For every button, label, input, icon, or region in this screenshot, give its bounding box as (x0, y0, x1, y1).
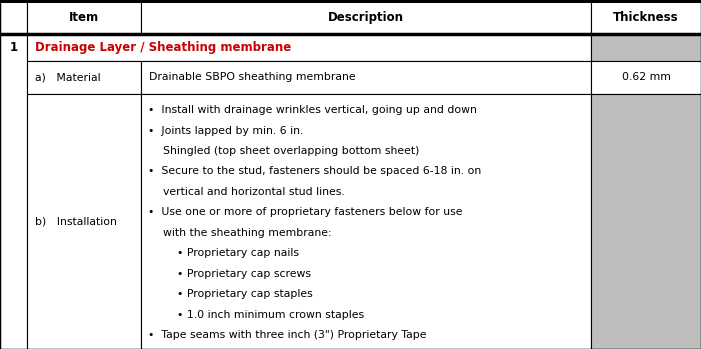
Bar (591, 61, 701, 94)
Text: • 1.0 inch minimum crown staples: • 1.0 inch minimum crown staples (177, 310, 365, 320)
Bar (27, 61, 141, 94)
Text: 1: 1 (9, 41, 18, 54)
Text: 0.62 mm: 0.62 mm (622, 73, 670, 82)
Text: Thickness: Thickness (613, 10, 679, 24)
Text: • Proprietary cap nails: • Proprietary cap nails (177, 248, 299, 258)
Text: • Proprietary cap staples: • Proprietary cap staples (177, 289, 313, 299)
Text: vertical and horizontal stud lines.: vertical and horizontal stud lines. (163, 187, 345, 197)
Bar (591, 34, 701, 61)
Text: Shingled (top sheet overlapping bottom sheet): Shingled (top sheet overlapping bottom s… (163, 146, 420, 156)
Bar (141, 61, 591, 94)
Text: a)   Material: a) Material (35, 73, 101, 82)
Text: with the sheathing membrane:: with the sheathing membrane: (163, 228, 332, 238)
Text: Drainable SBPO sheathing membrane: Drainable SBPO sheathing membrane (149, 73, 356, 82)
Bar (141, 0, 591, 34)
Text: •  Tape seams with three inch (3") Proprietary Tape: • Tape seams with three inch (3") Propri… (148, 330, 426, 340)
Bar (27, 94, 141, 349)
Bar (0, 0, 27, 34)
Text: b)   Installation: b) Installation (35, 216, 117, 226)
Text: Description: Description (328, 10, 404, 24)
Bar (0, 34, 27, 349)
Text: Item: Item (69, 10, 99, 24)
Text: •  Secure to the stud, fasteners should be spaced 6-18 in. on: • Secure to the stud, fasteners should b… (148, 166, 481, 177)
Bar (141, 94, 591, 349)
Text: • Proprietary cap screws: • Proprietary cap screws (177, 269, 311, 279)
Text: •  Use one or more of proprietary fasteners below for use: • Use one or more of proprietary fastene… (148, 207, 463, 217)
Bar (591, 0, 701, 34)
Bar (27, 34, 591, 61)
Bar (591, 94, 701, 349)
Text: •  Joints lapped by min. 6 in.: • Joints lapped by min. 6 in. (148, 126, 304, 135)
Text: Drainage Layer / Sheathing membrane: Drainage Layer / Sheathing membrane (35, 41, 292, 54)
Text: •  Install with drainage wrinkles vertical, going up and down: • Install with drainage wrinkles vertica… (148, 105, 477, 115)
Bar (27, 0, 141, 34)
